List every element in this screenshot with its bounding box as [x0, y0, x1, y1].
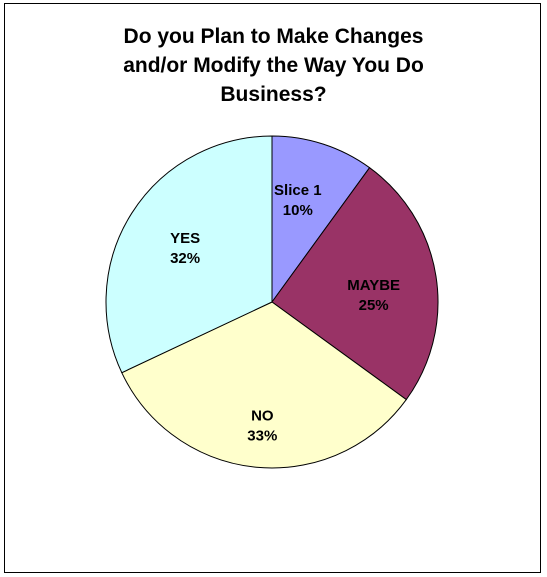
- chart-title-line-2: and/or Modify the Way You Do: [123, 54, 424, 77]
- slice-label: MAYBE: [347, 277, 400, 294]
- slice-label: NO: [251, 407, 274, 424]
- slice-percent-label: 10%: [283, 202, 313, 219]
- slice-label: Slice 1: [274, 182, 322, 199]
- slice-label: YES: [170, 230, 200, 247]
- slice-percent-label: 32%: [170, 250, 200, 267]
- pie-slice-no: [121, 301, 407, 469]
- slice-percent-label: 33%: [247, 427, 277, 444]
- chart-title-line-3: Business?: [220, 83, 327, 106]
- pie-slice-maybe: [271, 167, 439, 401]
- pie-chart: Slice 1 10% MAYBE 25% NO 33% YES 32%: [105, 135, 439, 469]
- chart-frame: Do you Plan to Make Changes and/or Modif…: [4, 3, 541, 573]
- chart-title: Do you Plan to Make Changes and/or Modif…: [5, 22, 542, 109]
- chart-title-line-1: Do you Plan to Make Changes: [123, 25, 424, 48]
- slice-percent-label: 25%: [359, 297, 389, 314]
- pie-slice-slice-1: [271, 135, 371, 304]
- pie-slice-yes: [105, 135, 273, 374]
